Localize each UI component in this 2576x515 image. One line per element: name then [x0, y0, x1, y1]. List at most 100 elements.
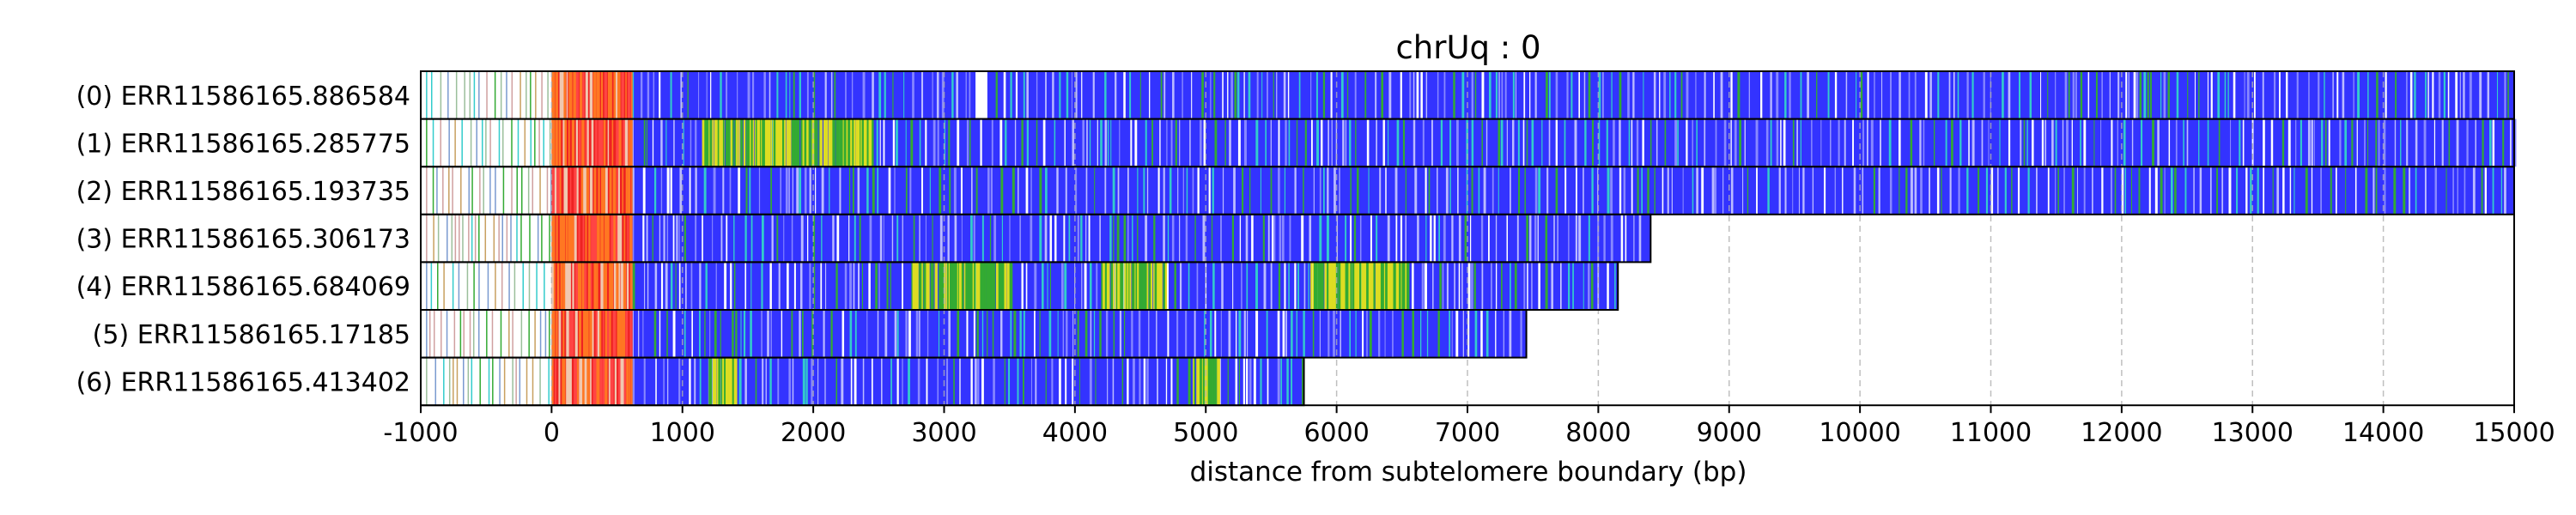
stripe-mark [894, 167, 896, 215]
stripe-mark [1321, 118, 1323, 167]
stripe-mark [1262, 214, 1265, 263]
stripe-mark [2427, 71, 2429, 119]
stripe-mark [602, 310, 605, 358]
stripe-mark [488, 357, 490, 406]
stripe-mark [966, 310, 969, 358]
stripe-mark [1045, 357, 1047, 406]
stripe-mark [875, 262, 878, 310]
stripe-mark [596, 71, 600, 119]
stripe-mark [1590, 262, 1594, 310]
stripe-mark [2193, 167, 2195, 215]
stripe-mark [959, 357, 961, 406]
stripe-mark [1401, 310, 1404, 358]
stripe-mark [1021, 262, 1024, 310]
stripe-mark [1662, 167, 1664, 215]
stripe-mark [1232, 262, 1234, 310]
stripe-mark [744, 262, 747, 310]
stripe-mark [1742, 167, 1744, 215]
stripe-mark [1113, 310, 1115, 358]
stripe-mark [1119, 118, 1121, 167]
stripe-mark [905, 118, 907, 167]
stripe-mark [2289, 167, 2292, 215]
stripe-mark [2459, 71, 2461, 119]
stripe-mark [848, 167, 851, 215]
stripe-mark [1789, 71, 1791, 119]
stripe-mark [2207, 118, 2209, 167]
stripe-mark [2276, 167, 2280, 215]
stripe-mark [632, 71, 635, 119]
stripe-mark [1013, 310, 1017, 358]
stripe-mark [1127, 262, 1129, 310]
stripe-mark [591, 214, 595, 263]
stripe-mark [738, 357, 742, 406]
stripe-mark [549, 310, 550, 358]
stripe-mark [637, 310, 640, 358]
stripe-mark [1469, 214, 1472, 263]
stripe-mark [1692, 167, 1694, 215]
stripe-mark [2375, 118, 2378, 167]
stripe-mark [432, 167, 434, 215]
stripe-mark [1538, 262, 1540, 310]
stripe-mark [2510, 118, 2512, 167]
stripe-mark [555, 357, 556, 406]
blue-region [632, 118, 2515, 167]
stripe-mark [502, 118, 504, 167]
stripe-mark [1054, 214, 1057, 263]
stripe-mark [1163, 167, 1165, 215]
stripe-mark [1381, 262, 1385, 310]
stripe-mark [1929, 71, 1932, 119]
stripe-mark [821, 167, 824, 215]
stripe-mark [1131, 310, 1133, 358]
stripe-mark [629, 262, 633, 310]
stripe-mark [921, 262, 923, 310]
stripe-mark [477, 310, 480, 358]
stripe-mark [614, 357, 617, 406]
stripe-mark [1720, 71, 1723, 119]
stripe-mark [955, 262, 959, 310]
stripe-mark [541, 214, 543, 263]
stripe-mark [961, 214, 963, 263]
stripe-mark [736, 118, 738, 167]
stripe-mark [593, 262, 597, 310]
stripe-mark [1303, 167, 1304, 215]
read-rows [426, 71, 2517, 406]
stripe-mark [1603, 214, 1606, 263]
stripe-mark [462, 357, 465, 406]
stripe-mark [565, 214, 568, 263]
stripe-mark [613, 262, 617, 310]
stripe-mark [1047, 262, 1048, 310]
stripe-mark [586, 310, 589, 358]
stripe-mark [600, 214, 605, 263]
stripe-mark [1631, 167, 1633, 215]
stripe-mark [1042, 262, 1044, 310]
stripe-mark [520, 214, 522, 263]
stripe-mark [1336, 214, 1339, 263]
stripe-mark [469, 310, 471, 358]
stripe-mark [970, 214, 973, 263]
stripe-mark [1085, 214, 1087, 263]
stripe-mark [670, 167, 672, 215]
stripe-mark [1438, 214, 1440, 263]
stripe-mark [1304, 118, 1307, 167]
stripe-mark [1153, 262, 1155, 310]
stripe-mark [559, 167, 562, 215]
stripe-mark [1411, 262, 1414, 310]
stripe-mark [1335, 262, 1339, 310]
stripe-mark [551, 214, 556, 263]
stripe-mark [1137, 167, 1139, 215]
stripe-mark [426, 118, 428, 167]
stripe-mark [1480, 310, 1483, 358]
stripe-mark [1080, 214, 1083, 263]
stripe-mark [2183, 118, 2184, 167]
stripe-mark [1453, 71, 1455, 119]
stripe-mark [1099, 310, 1102, 358]
stripe-mark [1121, 262, 1124, 310]
stripe-mark [770, 118, 773, 167]
stripe-mark [1957, 71, 1959, 119]
stripe-mark [579, 310, 581, 358]
stripe-mark [1113, 262, 1115, 310]
stripe-mark [1322, 167, 1325, 215]
stripe-mark [807, 214, 809, 263]
stripe-mark [607, 214, 610, 263]
stripe-mark [1282, 310, 1285, 358]
